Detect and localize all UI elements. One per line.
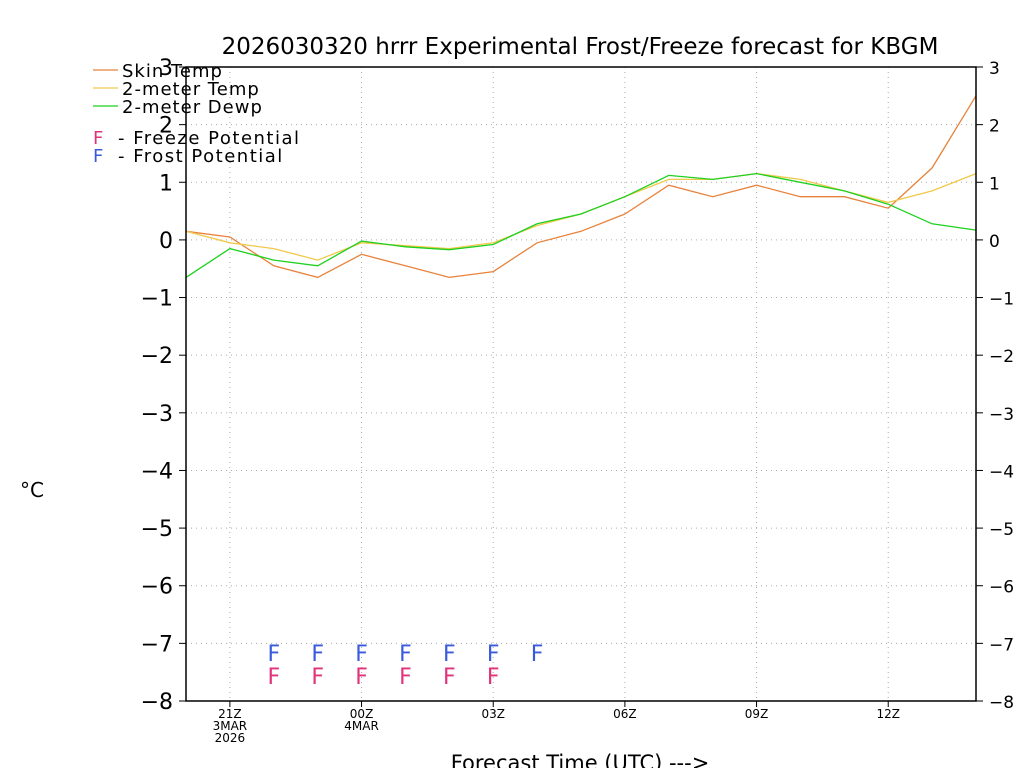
y-tick-label-right: −7 xyxy=(989,635,1014,655)
legend-label: 2-meter Dewp xyxy=(122,97,263,118)
y-tick-label-right: 3 xyxy=(989,59,1000,79)
x-axis-label: Forecast Time (UTC) ---> xyxy=(451,751,710,768)
freeze-marker: F xyxy=(399,665,412,690)
x-tick-label: 00Z xyxy=(350,707,374,721)
y-tick-label-right: −8 xyxy=(989,693,1014,713)
series-lines xyxy=(185,95,977,279)
freeze-marker: F xyxy=(355,665,368,690)
y-tick-label-right: 2 xyxy=(989,117,1000,137)
y-axis-label: °C xyxy=(20,478,44,502)
x-tick-label: 4MAR xyxy=(344,719,379,733)
legend-label: Skin Temp xyxy=(122,61,223,82)
y-tick-label-right: −2 xyxy=(989,347,1014,367)
y-tick-label-left: −3 xyxy=(141,402,173,427)
series-line-2-meter-temp xyxy=(185,172,977,261)
freeze-marker: F xyxy=(267,665,280,690)
y-tick-label-left: −2 xyxy=(141,344,173,369)
y-tick-label-left: 1 xyxy=(159,171,173,196)
chart-title: 2026030320 hrrr Experimental Frost/Freez… xyxy=(222,34,939,60)
y-tick-label-left: 3 xyxy=(159,56,173,81)
legend-label: 2-meter Temp xyxy=(122,79,260,100)
frost-marker: F xyxy=(487,642,500,667)
frost-marker: F xyxy=(355,642,368,667)
y-tick-label-left: −8 xyxy=(141,690,173,715)
frost-marker: F xyxy=(531,642,544,667)
y-tick-label-left: 0 xyxy=(159,229,173,254)
x-tick-label: 21Z xyxy=(218,707,242,721)
y-tick-label-left: −7 xyxy=(141,632,173,657)
x-tick-label: 2026 xyxy=(215,731,246,745)
grid xyxy=(186,67,976,701)
y-tick-label-right: 0 xyxy=(989,232,1000,252)
frost-marker: F xyxy=(311,642,324,667)
y-tick-label-left: −5 xyxy=(141,517,173,542)
legend-frost-label: - Frost Potential xyxy=(118,146,284,167)
frost-marker: F xyxy=(267,642,280,667)
series-line-2-meter-dewp xyxy=(185,172,977,278)
y-tick-label-left: −4 xyxy=(141,459,173,484)
legend-frost-symbol: F xyxy=(93,146,103,167)
x-tick-label: 03Z xyxy=(481,707,505,721)
y-tick-label-right: −3 xyxy=(989,405,1014,425)
potential-markers: F F F F F F FF F F F F F xyxy=(267,642,543,690)
x-tick-label: 12Z xyxy=(876,707,900,721)
x-tick-label: 06Z xyxy=(613,707,637,721)
freeze-marker: F xyxy=(311,665,324,690)
x-tick-label: 09Z xyxy=(745,707,769,721)
frost-marker: F xyxy=(399,642,412,667)
y-tick-label-right: −5 xyxy=(989,520,1014,540)
y-tick-label-right: 1 xyxy=(989,174,1000,194)
plot-frame xyxy=(185,66,977,702)
axes: −8 −8 −7 −7 −6 −6 −5 −5 −4 −4 −3 −3 −2 −2 −1 −1 0 0 1 1 2 2 3 3… xyxy=(141,56,1015,745)
y-tick-label-right: −1 xyxy=(989,290,1014,310)
y-tick-label-right: −6 xyxy=(989,578,1014,598)
y-tick-label-left: −6 xyxy=(141,575,173,600)
legend-freeze-label: - Freeze Potential xyxy=(118,128,301,149)
y-tick-label-left: 2 xyxy=(159,114,173,139)
y-tick-label-right: −4 xyxy=(989,462,1014,482)
legend-freeze-symbol: F xyxy=(93,128,103,149)
frost-marker: F xyxy=(443,642,456,667)
freeze-marker: F xyxy=(487,665,500,690)
freeze-marker: F xyxy=(443,665,456,690)
y-tick-label-left: −1 xyxy=(141,287,173,312)
x-tick-label: 3MAR xyxy=(213,719,248,733)
series-line-skin-temp xyxy=(185,95,977,279)
